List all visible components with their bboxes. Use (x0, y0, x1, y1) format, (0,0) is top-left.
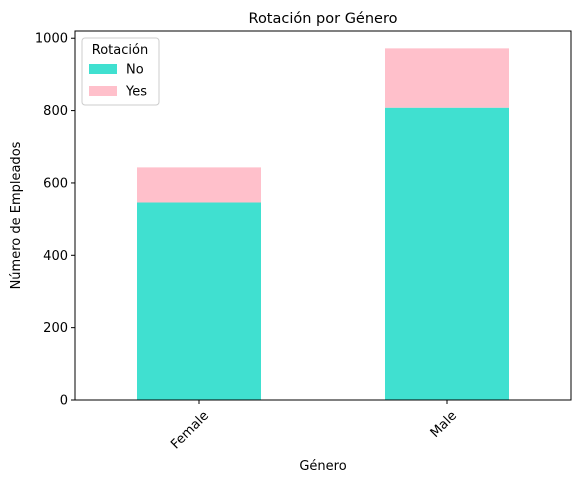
legend: Rotación No Yes (81, 37, 160, 106)
y-tick-label: 200 (43, 321, 68, 336)
x-tick-label-female: Female (168, 408, 212, 452)
y-axis: 0 200 400 600 800 1000 (35, 32, 75, 409)
y-axis-title: Número de Empleados (9, 141, 24, 289)
bar-female-yes (137, 167, 261, 203)
y-tick-label: 600 (43, 176, 68, 191)
legend-label-no: No (126, 63, 144, 78)
x-axis: Female Male (168, 400, 460, 452)
chart-title: Rotación por Género (249, 11, 398, 27)
y-tick-label: 1000 (35, 32, 68, 47)
legend-label-yes: Yes (125, 85, 147, 100)
y-tick-label: 0 (60, 394, 68, 409)
x-axis-title: Género (299, 459, 346, 474)
legend-title: Rotación (92, 43, 148, 58)
legend-swatch-no (89, 64, 117, 74)
bar-female-no (137, 202, 261, 400)
bars-group (137, 48, 509, 400)
y-tick-label: 400 (43, 249, 68, 264)
bar-male-no (385, 107, 509, 400)
plot-frame (74, 30, 572, 401)
legend-swatch-yes (89, 86, 117, 96)
y-tick-label: 800 (43, 104, 68, 119)
x-tick-label-male: Male (428, 408, 460, 440)
bar-male-yes (385, 48, 509, 108)
